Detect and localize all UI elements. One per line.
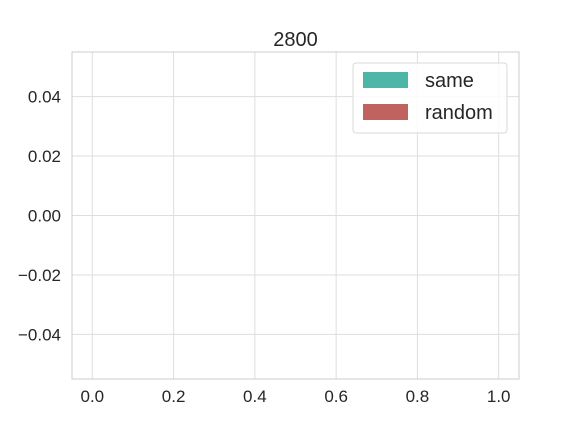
x-tick-label: 0.0 [80, 387, 104, 406]
y-tick-label: −0.02 [18, 266, 61, 285]
x-tick-label: 1.0 [487, 387, 511, 406]
y-tick-label: 0.00 [28, 207, 61, 226]
legend-label-same: same [425, 70, 474, 92]
y-tick-label: −0.04 [18, 325, 61, 344]
legend-label-random: random [425, 102, 493, 124]
y-tick-labels: 0.04 0.02 0.00 −0.02 −0.04 [18, 88, 61, 345]
y-tick-label: 0.04 [28, 88, 61, 107]
x-tick-label: 0.2 [162, 387, 186, 406]
x-tick-labels: 0.0 0.2 0.4 0.6 0.8 1.0 [80, 387, 510, 406]
plot-frame [71, 51, 520, 380]
x-tick-label: 0.8 [406, 387, 430, 406]
chart-title: 2800 [273, 29, 318, 51]
x-tick-label: 0.6 [324, 387, 348, 406]
legend-swatch-same [363, 72, 408, 88]
legend-swatch-random [363, 104, 408, 120]
legend: same random [352, 62, 508, 134]
x-tick-label: 0.4 [243, 387, 267, 406]
y-tick-label: 0.02 [28, 147, 61, 166]
